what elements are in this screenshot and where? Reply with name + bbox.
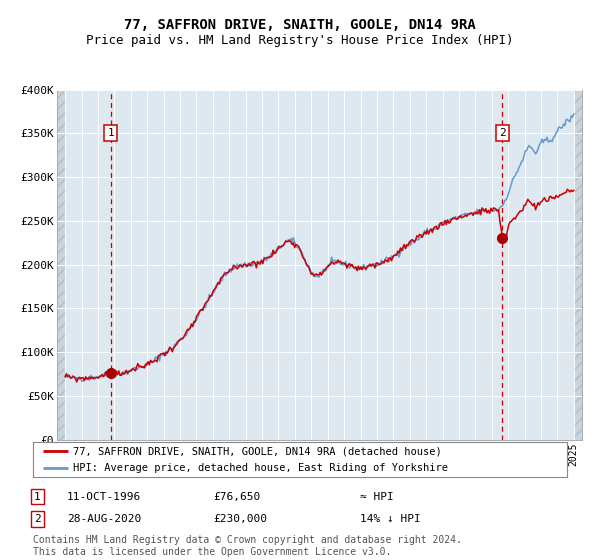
Text: 28-AUG-2020: 28-AUG-2020 [67, 514, 142, 524]
Text: 2: 2 [34, 514, 41, 524]
Text: Contains HM Land Registry data © Crown copyright and database right 2024.
This d: Contains HM Land Registry data © Crown c… [33, 535, 462, 557]
Text: 2: 2 [499, 128, 506, 138]
Bar [57, 90, 65, 440]
Text: 1: 1 [34, 492, 41, 502]
Text: £76,650: £76,650 [213, 492, 260, 502]
Text: 77, SAFFRON DRIVE, SNAITH, GOOLE, DN14 9RA: 77, SAFFRON DRIVE, SNAITH, GOOLE, DN14 9… [124, 18, 476, 32]
Text: HPI: Average price, detached house, East Riding of Yorkshire: HPI: Average price, detached house, East… [73, 464, 448, 473]
Bar [574, 90, 582, 440]
Text: 14% ↓ HPI: 14% ↓ HPI [360, 514, 421, 524]
Text: Price paid vs. HM Land Registry's House Price Index (HPI): Price paid vs. HM Land Registry's House … [86, 34, 514, 46]
Text: £230,000: £230,000 [213, 514, 267, 524]
Text: 1: 1 [107, 128, 114, 138]
Text: ≈ HPI: ≈ HPI [360, 492, 394, 502]
Text: 77, SAFFRON DRIVE, SNAITH, GOOLE, DN14 9RA (detached house): 77, SAFFRON DRIVE, SNAITH, GOOLE, DN14 9… [73, 446, 442, 456]
Text: 11-OCT-1996: 11-OCT-1996 [67, 492, 142, 502]
